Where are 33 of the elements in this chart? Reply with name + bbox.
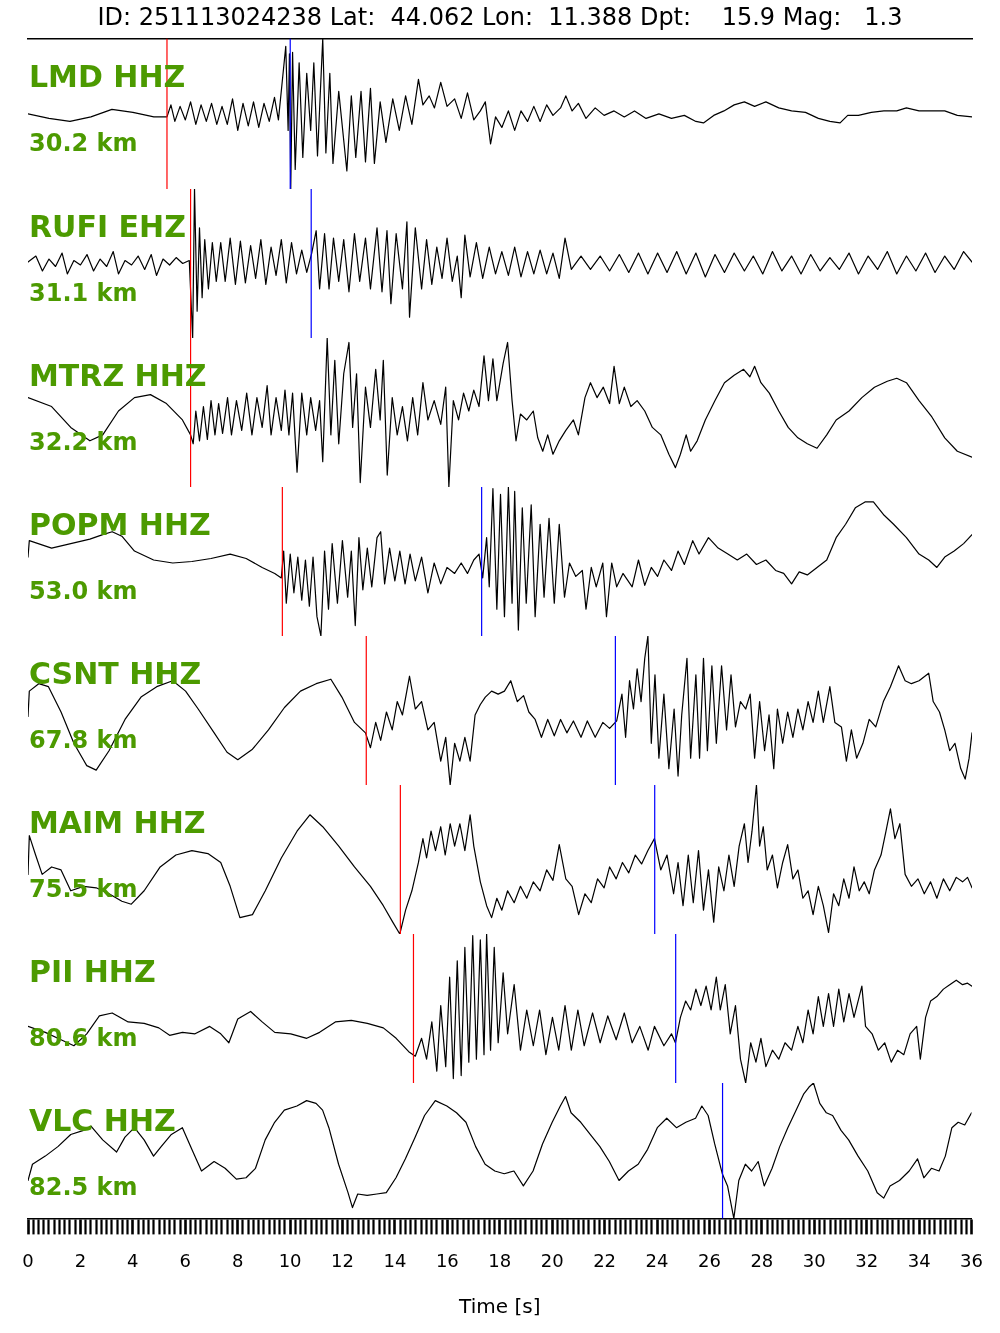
x-tick-label: 8 — [231, 1249, 244, 1271]
x-tick-label: 18 — [488, 1249, 512, 1271]
x-tick-label: 14 — [383, 1249, 407, 1271]
x-tick-label: 26 — [698, 1249, 721, 1271]
annotation: 30.2 km — [29, 128, 138, 157]
annotation: 75.5 km — [29, 875, 138, 903]
x-tick-label: 30 — [802, 1249, 826, 1271]
x-tick-label: 28 — [750, 1249, 774, 1271]
annotation: 82.5 km — [29, 1173, 138, 1201]
x-tick-label: 34 — [907, 1249, 931, 1271]
annotation: PII HHZ — [29, 954, 156, 989]
x-tick-label: 24 — [645, 1249, 669, 1271]
annotation: RUFI EHZ — [29, 209, 186, 244]
annotation: 31.1 km — [29, 279, 138, 307]
annotation: POPM HHZ — [29, 507, 211, 542]
x-tick-label: 22 — [593, 1249, 617, 1271]
chart-title: ID: 251113024238 Lat: 44.062 Lon: 11.388 Dpt: 15.9 Mag: 1.3 — [97, 2, 903, 31]
annotation: 32.2 km — [29, 428, 138, 456]
annotation: VLC HHZ — [29, 1103, 176, 1138]
x-tick-label: 12 — [331, 1249, 354, 1271]
x-tick-label: 10 — [278, 1249, 302, 1271]
x-axis-title: Time [s] — [458, 1294, 541, 1319]
x-tick-label: 20 — [540, 1249, 564, 1271]
x-tick-label: 16 — [435, 1249, 459, 1271]
annotation: CSNT HHZ — [29, 656, 202, 691]
x-tick-label: 2 — [74, 1249, 87, 1271]
annotation: MAIM HHZ — [29, 805, 206, 840]
x-tick-label: 32 — [855, 1249, 879, 1271]
x-tick-label: 36 — [960, 1249, 983, 1271]
x-tick-label: 6 — [179, 1249, 191, 1271]
x-tick-label: 4 — [127, 1249, 139, 1271]
x-tick-label: 0 — [22, 1249, 34, 1271]
annotation: 53.0 km — [29, 577, 138, 605]
